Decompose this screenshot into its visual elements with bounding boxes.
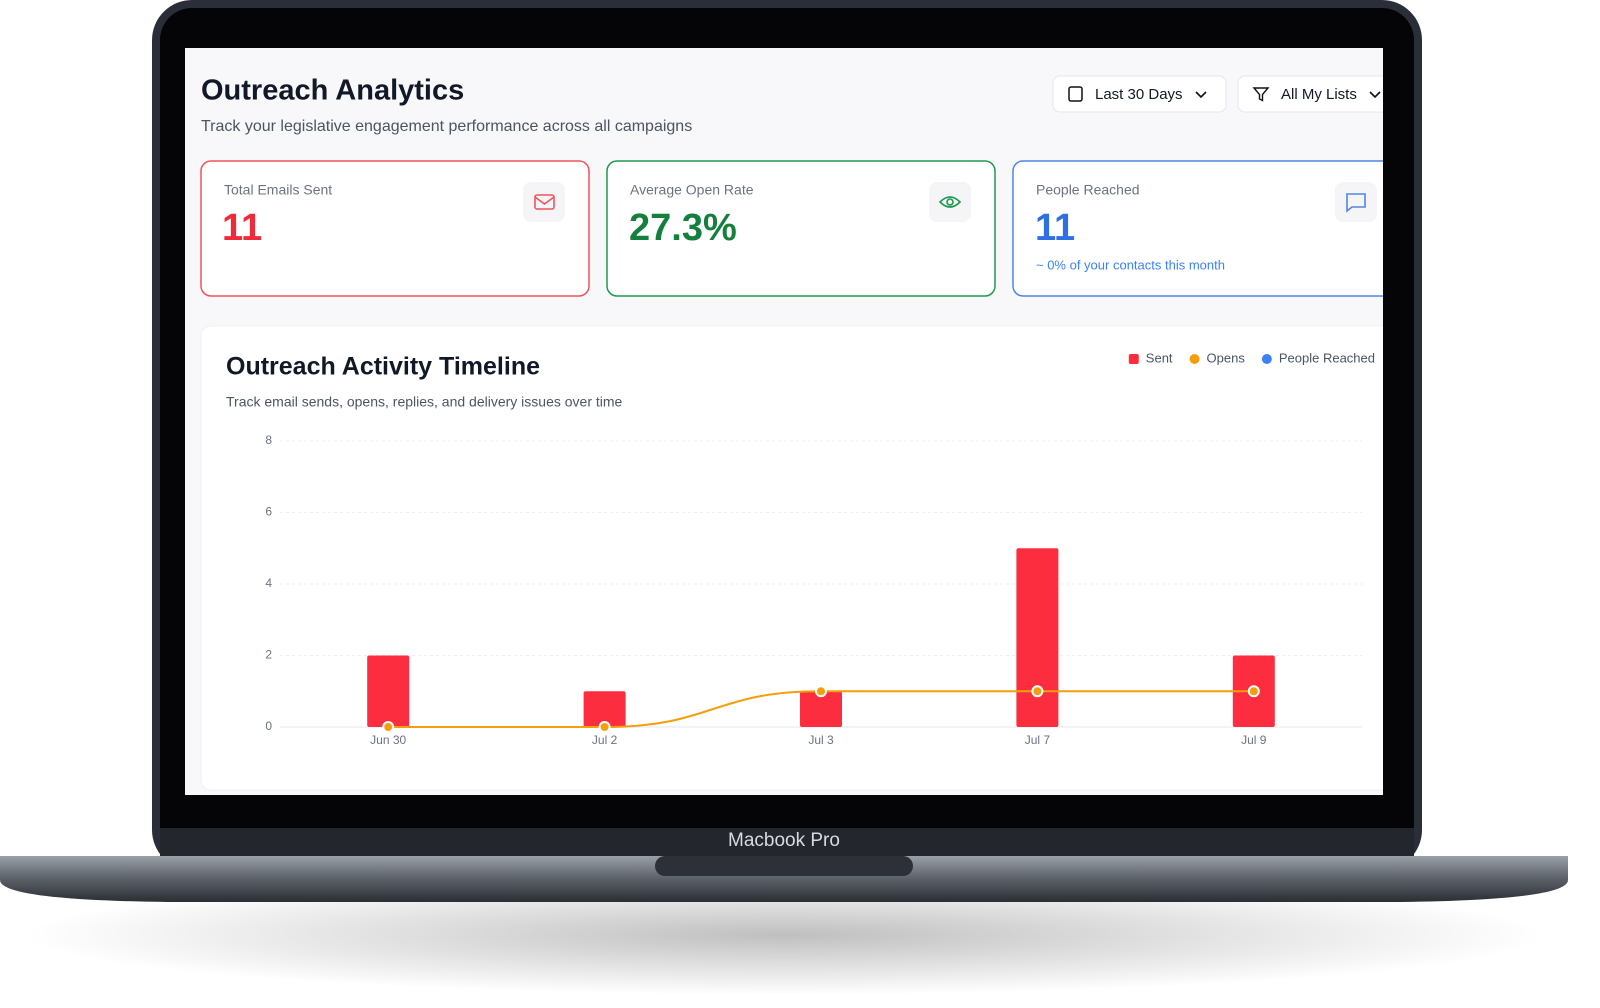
card-label: People Reached	[1036, 182, 1140, 198]
calendar-icon	[1068, 86, 1083, 102]
icon-box	[523, 182, 565, 222]
point	[598, 721, 611, 733]
filter-icon	[1252, 87, 1270, 102]
legend-label: People Reached	[1279, 350, 1375, 365]
screen: Outreach Analytics Track your legislativ…	[185, 48, 1408, 795]
bar	[1016, 548, 1059, 727]
eye-icon	[946, 198, 954, 206]
mail-icon	[534, 196, 555, 205]
bar	[367, 655, 410, 727]
card-value: 11	[1035, 207, 1075, 249]
y-tick-label: 6	[265, 505, 272, 519]
bar	[800, 691, 842, 727]
date-filter-label[interactable]: Last 30 Days	[1095, 86, 1183, 103]
mail-icon	[534, 194, 555, 210]
card-label: Average Open Rate	[630, 182, 754, 198]
legend-swatch	[1128, 354, 1139, 364]
chat-icon	[1346, 193, 1366, 213]
legend-swatch	[1261, 354, 1272, 364]
page-title: Outreach Analytics	[201, 75, 464, 107]
x-tick-label: Jul 9	[1241, 733, 1267, 747]
device-label: Macbook Pro	[728, 830, 840, 851]
x-tick-label: Jul 7	[1025, 733, 1051, 747]
point	[1247, 685, 1260, 698]
eye-icon	[938, 196, 962, 208]
chevron	[1195, 91, 1207, 99]
list-filter-label[interactable]: All My Lists	[1281, 86, 1357, 103]
card-value: 11	[222, 207, 262, 249]
icon-box	[1335, 182, 1377, 222]
x-tick-label: Jul 3	[808, 733, 834, 747]
shadow	[24, 875, 1544, 995]
card-value: 27.3%	[629, 207, 737, 249]
card-note: ~ 0% of your contacts this month	[1036, 257, 1225, 272]
date-filter[interactable]	[1052, 75, 1227, 113]
hinge	[160, 828, 1414, 856]
laptop-base	[0, 856, 1568, 902]
legend-label: Sent	[1146, 350, 1173, 365]
x-tick-label: Jul 2	[592, 733, 618, 747]
x-tick-label: Jun 30	[370, 733, 406, 747]
y-tick-label: 2	[265, 648, 272, 662]
card	[606, 160, 996, 297]
list-filter[interactable]	[1237, 75, 1408, 113]
y-tick-label: 0	[265, 719, 272, 733]
page-subtitle: Track your legislative engagement perfor…	[201, 118, 692, 135]
card-label: Total Emails Sent	[224, 182, 332, 198]
legend-label: Opens	[1207, 350, 1246, 365]
chart-panel	[200, 325, 1383, 791]
point	[1031, 685, 1044, 698]
chart-subtitle: Track email sends, opens, replies, and d…	[226, 394, 623, 410]
bar	[583, 691, 626, 727]
card	[200, 160, 590, 297]
icon-box	[929, 182, 971, 222]
chevron	[1369, 91, 1381, 99]
y-tick-label: 4	[265, 576, 272, 590]
legend-swatch	[1189, 354, 1200, 364]
plot: 0 2 4 6 8 Jun 30 Jul 2 Jul 3 Jul 7 Jul 9 People Re…	[265, 350, 1375, 747]
point	[815, 685, 827, 698]
notch	[655, 856, 913, 876]
y-tick-label: 8	[265, 433, 272, 447]
chart-title: Outreach Activity Timeline	[226, 353, 540, 381]
card	[1012, 160, 1383, 297]
point	[382, 721, 395, 733]
